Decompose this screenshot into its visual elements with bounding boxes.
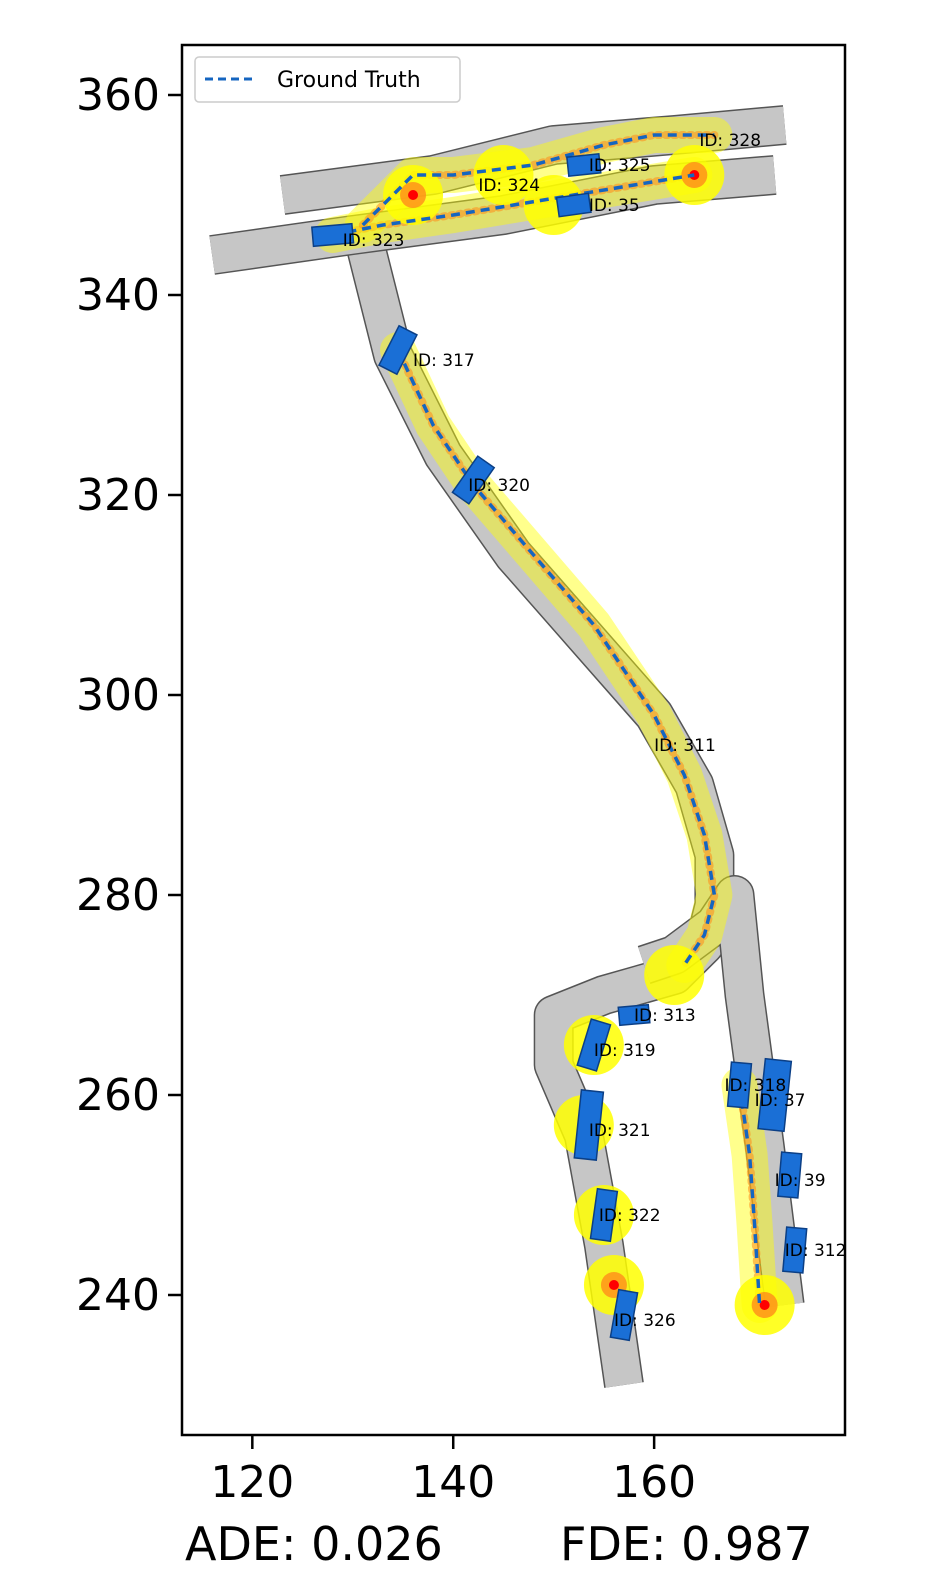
y-tick-label: 320	[76, 470, 160, 521]
vehicle-label: ID: 37	[755, 1091, 806, 1111]
vehicle-label: ID: 320	[468, 476, 530, 496]
vehicle-label: ID: 35	[589, 196, 640, 216]
y-tick-label: 340	[76, 270, 160, 321]
axes-frame	[180, 43, 847, 1437]
vehicle-label: ID: 311	[654, 736, 716, 756]
vehicle-label: ID: 312	[785, 1241, 847, 1261]
vehicle-box	[782, 1226, 808, 1274]
y-axis: 240 260 280 300 320 340 360	[76, 70, 182, 1321]
ground-truth-line	[396, 349, 717, 966]
ground-truth-line	[361, 133, 715, 227]
x-tick-label: 120	[210, 1457, 294, 1508]
y-tick-label: 240	[76, 1270, 160, 1321]
vehicle-box	[555, 192, 592, 218]
vehicle-box	[777, 1151, 803, 1199]
vehicles-layer	[311, 153, 808, 1342]
vehicle-label: ID: 318	[724, 1076, 786, 1096]
vehicle-box	[589, 1187, 619, 1243]
vehicle-label: ID: 317	[413, 351, 475, 371]
vehicle-label: ID: 323	[343, 231, 405, 251]
vehicle-label: ID: 313	[634, 1006, 696, 1026]
legend-box	[194, 56, 461, 103]
ground-truth-line	[332, 173, 695, 237]
highlight-point	[523, 175, 584, 235]
vehicle-label: ID: 324	[478, 176, 540, 196]
fde-metric: FDE: 0.987	[560, 1517, 813, 1571]
vehicle-label: ID: 326	[614, 1311, 676, 1331]
vehicle-label: ID: 39	[775, 1171, 826, 1191]
vehicle-label: ID: 322	[599, 1206, 661, 1226]
legend-label: Ground Truth	[277, 68, 421, 93]
lane-surface	[280, 106, 787, 214]
vehicle-box	[566, 153, 602, 177]
vehicle-box	[451, 455, 496, 505]
x-tick-label: 160	[612, 1457, 696, 1508]
y-tick-label: 280	[76, 870, 160, 921]
y-tick-label: 300	[76, 670, 160, 721]
vehicle-label: ID: 328	[699, 131, 761, 151]
vehicle-box	[576, 1018, 612, 1072]
vehicle-label: ID: 321	[589, 1121, 651, 1141]
ground-truth-line	[737, 1084, 762, 1306]
vehicle-box	[311, 222, 355, 248]
y-tick-label: 360	[76, 70, 160, 121]
vehicle-box	[573, 1089, 605, 1161]
vehicle-box	[726, 1061, 753, 1109]
ade-metric: ADE: 0.026	[185, 1517, 443, 1571]
vehicle-box	[617, 1003, 651, 1027]
ground-truth-layer	[332, 133, 762, 1306]
legend: Ground Truth	[194, 56, 461, 103]
vehicle-label: ID: 319	[594, 1041, 656, 1061]
endpoint-marker	[759, 1300, 770, 1310]
endpoint-marker	[689, 170, 700, 180]
vehicle-box	[757, 1057, 793, 1133]
y-tick-label: 260	[76, 1070, 160, 1121]
plot-area: ID: 328 ID: 325 ID: 324 ID: 35 ID: 323 ID: 31…	[209, 105, 847, 1388]
vehicle-box	[609, 1288, 639, 1342]
vehicle-label: ID: 325	[589, 156, 651, 176]
x-axis: 120 140 160	[210, 1435, 696, 1508]
endpoint-marker	[408, 190, 419, 200]
x-tick-label: 140	[411, 1457, 495, 1508]
endpoint-marker	[608, 1280, 619, 1290]
vehicle-labels-layer: ID: 328 ID: 325 ID: 324 ID: 35 ID: 323 ID: 31…	[343, 131, 847, 1331]
vehicle-box	[377, 324, 418, 376]
highlight-point	[644, 945, 705, 1005]
highlight-point	[473, 145, 534, 205]
